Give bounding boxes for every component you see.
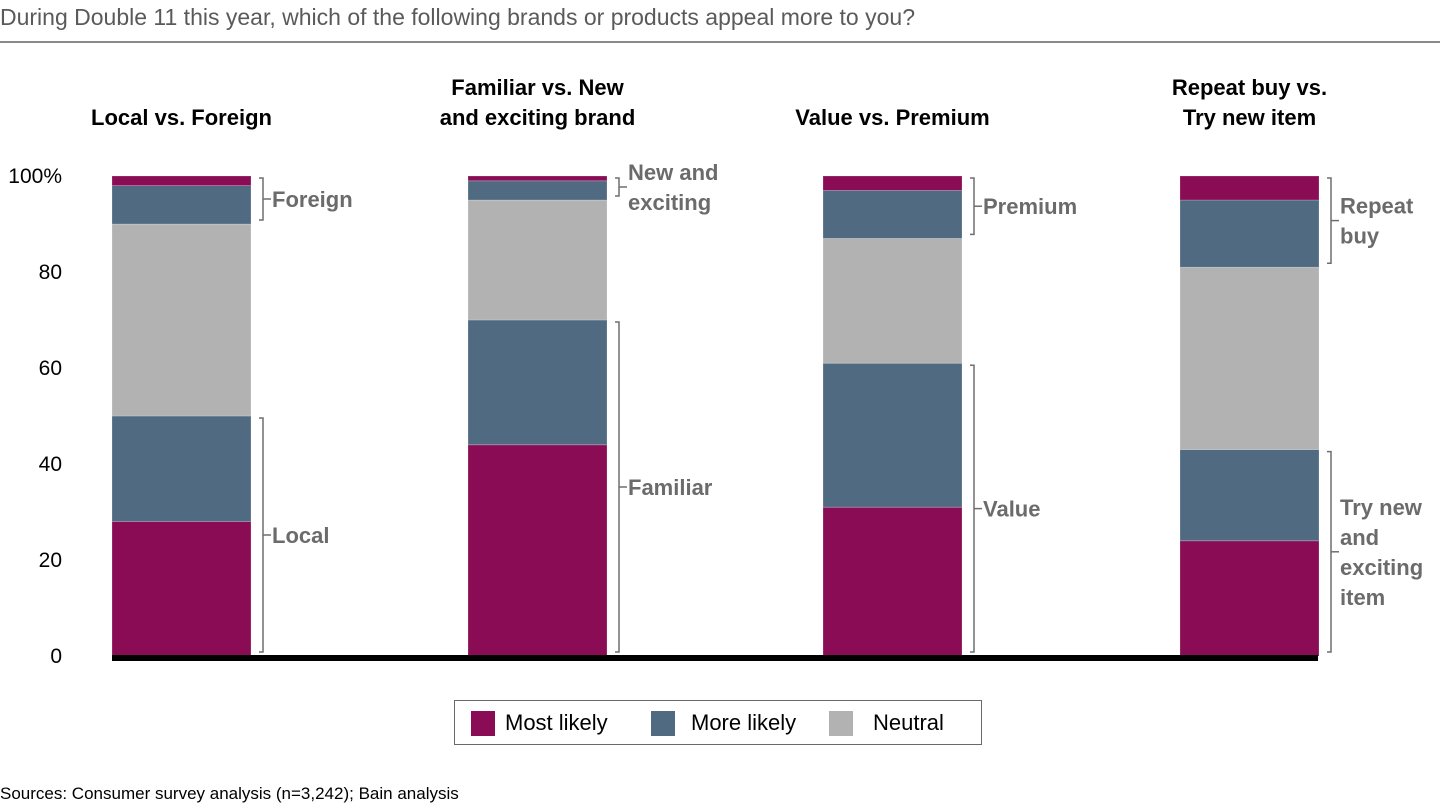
bracket-label: Local [272, 523, 329, 548]
y-tick-label: 40 [39, 453, 62, 476]
chart-title: During Double 11 this year, which of the… [0, 4, 915, 30]
bar-segment-neutral [1179, 266, 1320, 451]
y-tick-label: 80 [39, 261, 62, 284]
bar-segment-neutral [111, 223, 252, 417]
bracket-label: Value [983, 497, 1040, 522]
bar-segment-neutral [822, 237, 963, 364]
bracket-label: exciting [1340, 555, 1423, 580]
y-tick-label: 60 [39, 357, 62, 380]
stacked-bar-chart: 0 20 40 60 80 100% Local vs. Foreign Familiar v… [8, 75, 1423, 668]
bracket-label: Foreign [272, 187, 353, 212]
bar-segment-more-likely [1179, 199, 1320, 268]
bracket-bottom-line [615, 321, 620, 653]
bar-segment-most-likely [111, 521, 252, 657]
bracket-label: New and [628, 160, 718, 185]
legend-swatch-most-likely [471, 710, 495, 736]
bar-segment-neutral [467, 199, 608, 321]
legend-item-more-likely: More likely [651, 710, 797, 736]
legend-swatch-neutral [829, 710, 853, 736]
bracket-top-line [615, 177, 620, 197]
bracket-bottom-line [259, 417, 264, 653]
bar-segment-most-likely [467, 175, 608, 182]
legend-label: More likely [691, 710, 797, 735]
bracket-label: item [1340, 585, 1385, 610]
legend-swatch-more-likely [651, 710, 675, 736]
legend-item-most-likely: Most likely [471, 710, 608, 736]
category-header: Try new item [1183, 105, 1316, 130]
bracket-label: Premium [983, 194, 1077, 219]
bar-segment-more-likely [111, 185, 252, 225]
y-tick-label: 100% [8, 165, 62, 188]
bracket-label: and [1340, 525, 1379, 550]
legend-label: Most likely [505, 710, 608, 735]
category-header: Value vs. Premium [795, 105, 989, 130]
bar-segment-more-likely [822, 362, 963, 508]
bracket-label: Repeat [1340, 194, 1414, 219]
category-header: Repeat buy vs. [1172, 75, 1327, 100]
bracket-label: buy [1340, 224, 1380, 249]
category-header: Local vs. Foreign [91, 105, 272, 130]
bar-segment-most-likely [1179, 175, 1320, 201]
bar-segment-most-likely [822, 175, 963, 191]
source-note: Sources: Consumer survey analysis (n=3,2… [0, 784, 459, 803]
bar-segment-most-likely [467, 444, 608, 657]
category-header: and exciting brand [440, 105, 636, 130]
bar-segment-more-likely [1179, 449, 1320, 542]
bracket-label: Try new [1340, 495, 1423, 520]
bar-segment-most-likely [822, 506, 963, 657]
bracket-bottom-line [1327, 450, 1332, 653]
bracket-label: Familiar [628, 475, 713, 500]
bar-segment-more-likely [467, 319, 608, 446]
y-tick-label: 0 [50, 645, 62, 668]
bracket-top-line [970, 177, 975, 236]
legend-label: Neutral [873, 710, 944, 735]
legend: Most likely More likely Neutral [454, 700, 982, 745]
bar-segment-more-likely [822, 189, 963, 239]
bar-segment-more-likely [111, 415, 252, 522]
bar-segment-more-likely [467, 180, 608, 201]
y-tick-label: 20 [39, 549, 62, 572]
bar-segment-most-likely [111, 175, 252, 187]
legend-item-neutral: Neutral [829, 710, 944, 736]
category-header: Familiar vs. New [451, 75, 624, 100]
x-axis-baseline [112, 655, 1318, 661]
bracket-bottom-line [970, 364, 975, 653]
title-divider [0, 41, 1440, 43]
bracket-label: exciting [628, 190, 711, 215]
bracket-top-line [1327, 177, 1332, 264]
bracket-top-line [259, 177, 264, 221]
bar-segment-most-likely [1179, 540, 1320, 657]
